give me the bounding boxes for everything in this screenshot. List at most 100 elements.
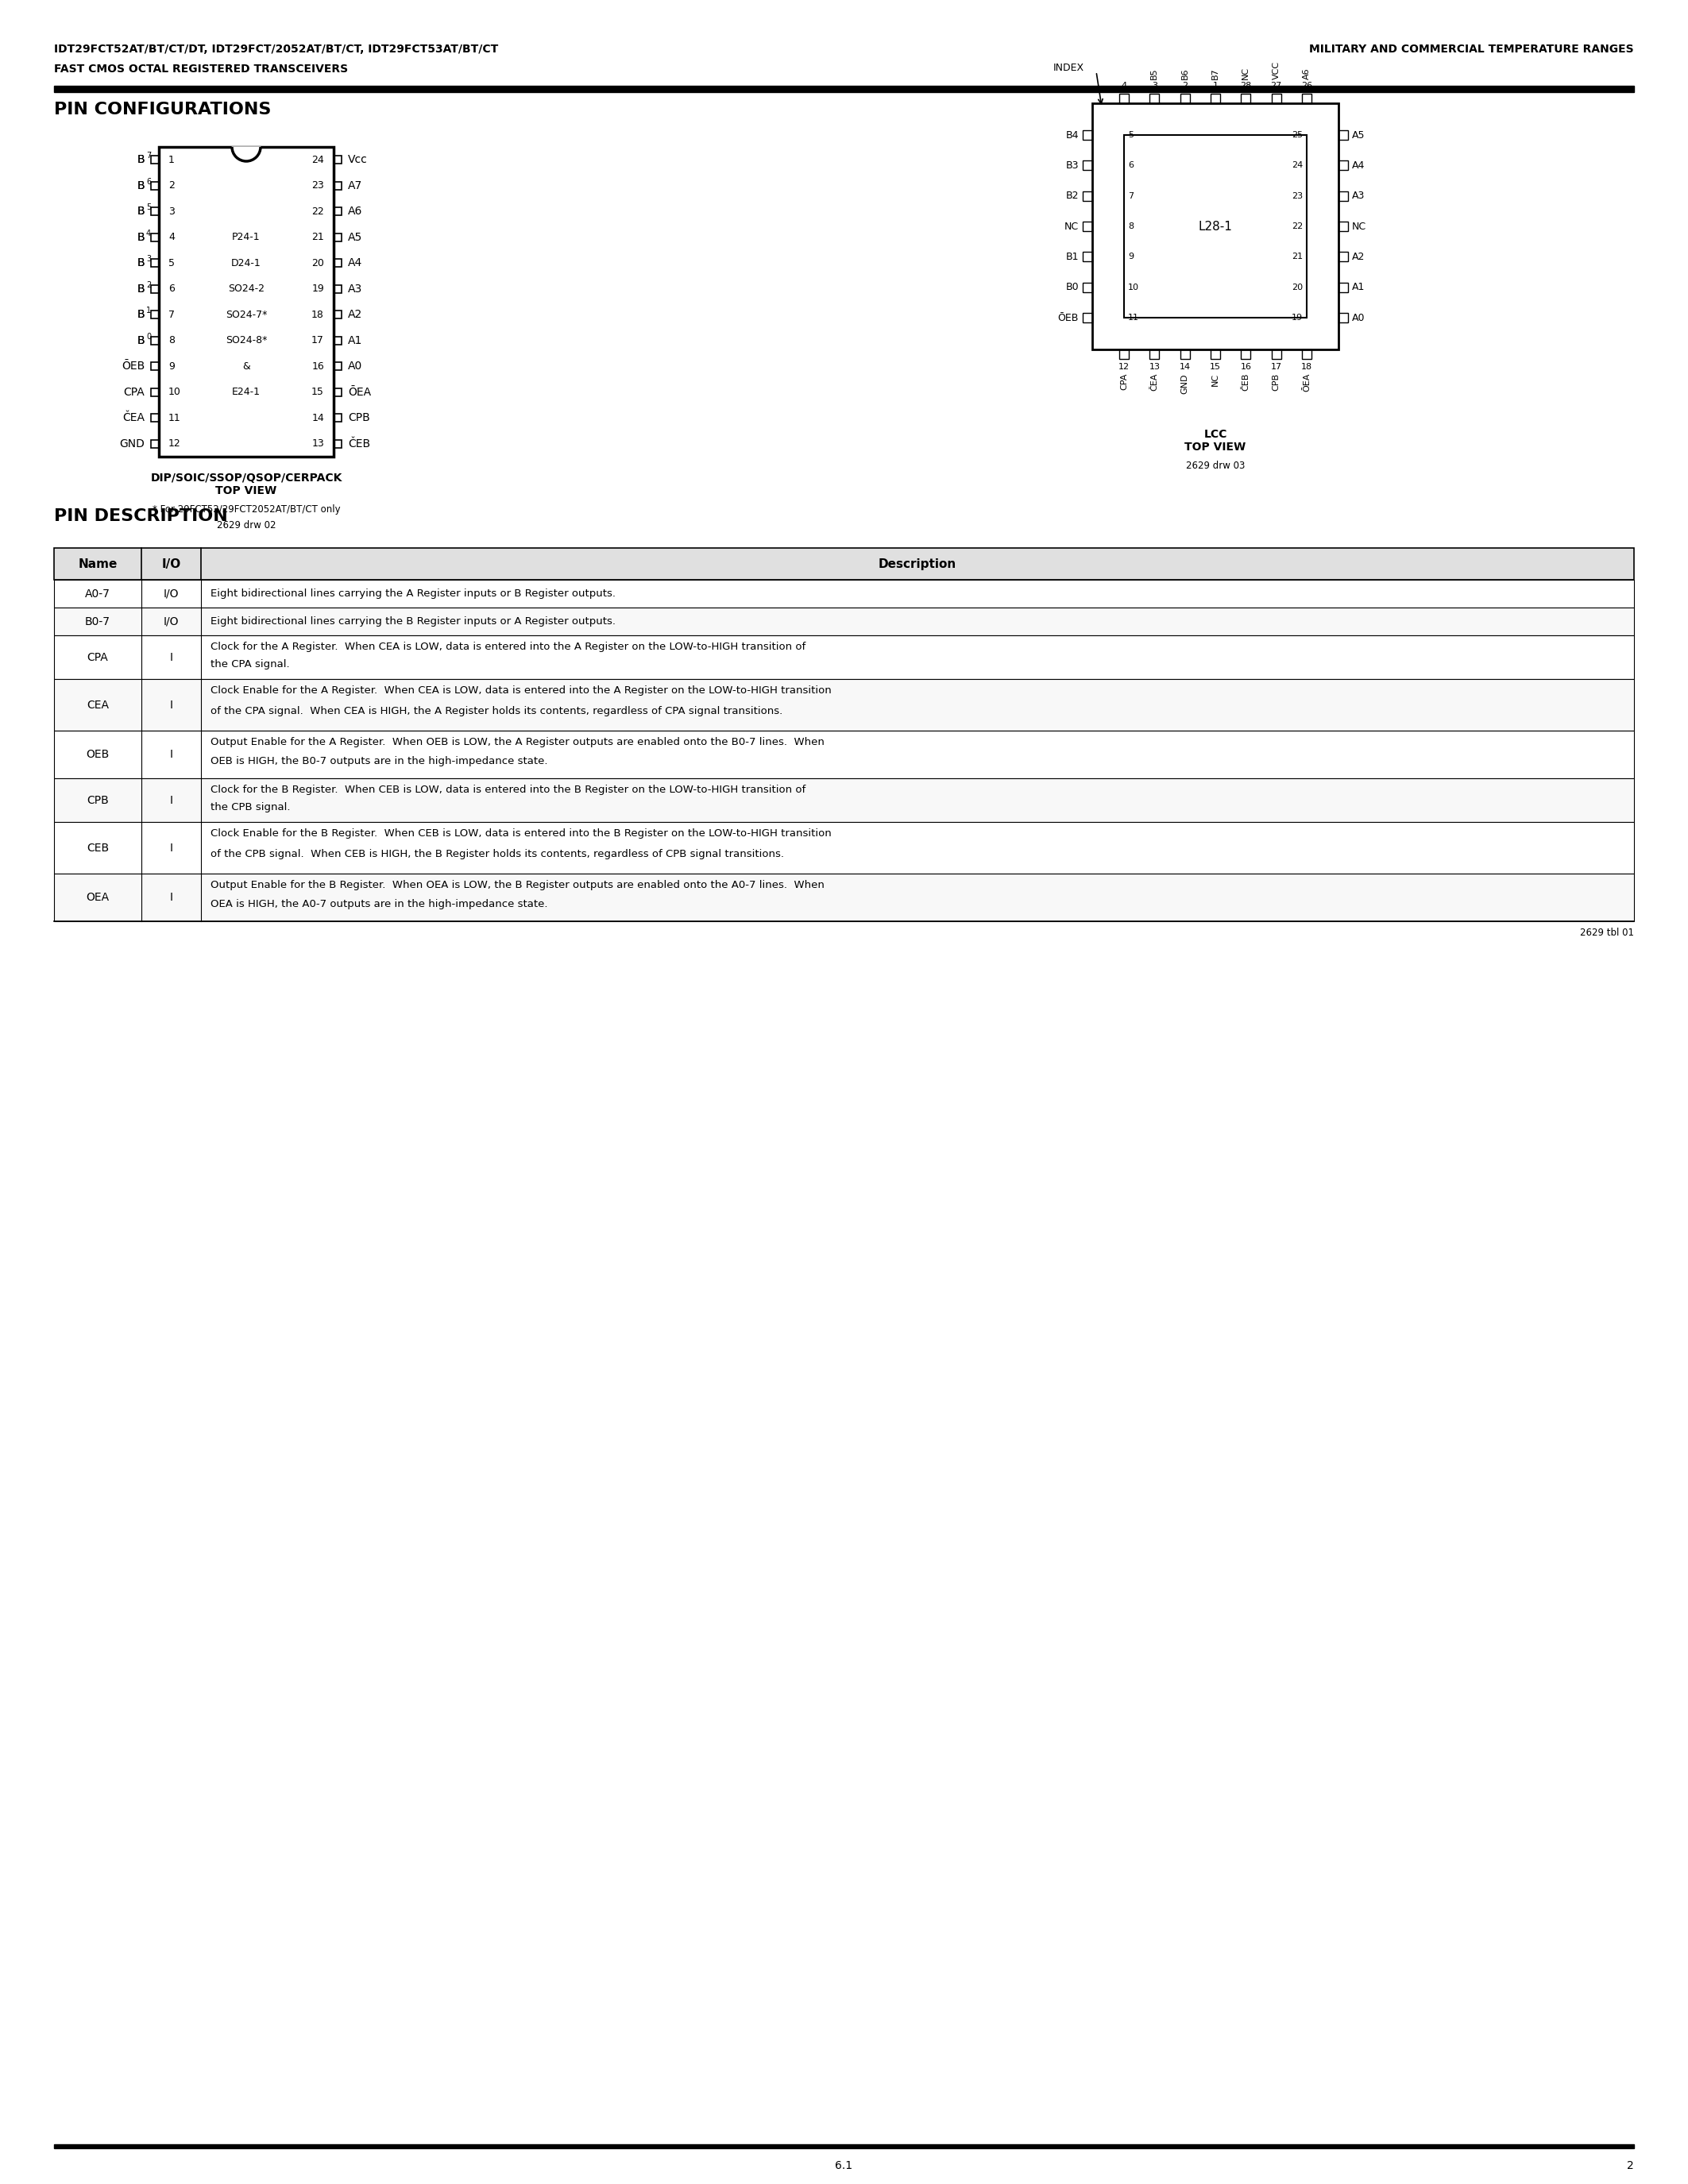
Bar [1301, 349, 1312, 358]
Bar [54, 821, 1634, 874]
Bar [54, 732, 1634, 778]
Text: 3: 3 [169, 205, 174, 216]
Bar [1082, 312, 1092, 323]
Text: B1: B1 [1065, 251, 1079, 262]
Text: B: B [137, 155, 145, 166]
Text: 16: 16 [312, 360, 324, 371]
Bar [1150, 349, 1160, 358]
Bar [54, 778, 1634, 821]
Wedge shape [231, 146, 260, 162]
Text: B: B [137, 334, 145, 345]
Text: Clock Enable for the A Register.  When CEA is LOW, data is entered into the A Re: Clock Enable for the A Register. When CE… [211, 686, 832, 697]
Text: 9: 9 [1128, 253, 1134, 260]
Text: 15: 15 [1210, 363, 1220, 371]
Text: VCC: VCC [1273, 61, 1280, 79]
Text: B6: B6 [1182, 68, 1188, 79]
Text: 6: 6 [1128, 162, 1134, 170]
Text: DIP/SOIC/SSOP/QSOP/CERPACK
TOP VIEW: DIP/SOIC/SSOP/QSOP/CERPACK TOP VIEW [150, 472, 343, 496]
Text: NC: NC [1065, 221, 1079, 232]
Bar [54, 607, 1634, 636]
Text: OEB is HIGH, the B0-7 outputs are in the high-impedance state.: OEB is HIGH, the B0-7 outputs are in the… [211, 756, 547, 767]
Text: B7: B7 [1212, 68, 1219, 79]
Bar [1339, 282, 1349, 293]
Text: INDEX: INDEX [1053, 63, 1084, 72]
Bar [334, 155, 341, 164]
Text: 9: 9 [169, 360, 174, 371]
Text: A3: A3 [348, 284, 363, 295]
Text: A3: A3 [1352, 190, 1366, 201]
Text: 4: 4 [147, 229, 150, 238]
Text: E24-1: E24-1 [231, 387, 260, 397]
Text: B: B [137, 310, 145, 321]
Text: Eight bidirectional lines carrying the A Register inputs or B Register outputs.: Eight bidirectional lines carrying the A… [211, 587, 616, 598]
Text: PIN CONFIGURATIONS: PIN CONFIGURATIONS [54, 103, 272, 118]
Text: CPA: CPA [123, 387, 145, 397]
Text: 4: 4 [1121, 81, 1128, 90]
Text: B: B [137, 232, 145, 242]
Bar [1082, 192, 1092, 201]
Text: 17: 17 [1271, 363, 1281, 371]
Bar [54, 874, 1634, 922]
Text: CPB: CPB [1273, 373, 1280, 391]
Bar [334, 336, 341, 345]
Bar [334, 234, 341, 240]
Text: of the CPA signal.  When CEA is HIGH, the A Register holds its contents, regardl: of the CPA signal. When CEA is HIGH, the… [211, 705, 783, 716]
Text: Clock for the A Register.  When CEA is LOW, data is entered into the A Register : Clock for the A Register. When CEA is LO… [211, 642, 805, 653]
Text: CPA: CPA [1121, 373, 1128, 391]
Bar [150, 310, 159, 319]
Text: I/O: I/O [164, 616, 179, 627]
Text: 25: 25 [1291, 131, 1303, 140]
Text: SO24-2: SO24-2 [228, 284, 265, 295]
Text: 20: 20 [1291, 284, 1303, 290]
Text: 6: 6 [169, 284, 174, 295]
Text: 1: 1 [169, 155, 174, 166]
Text: 8: 8 [1128, 223, 1134, 229]
Bar [150, 207, 159, 216]
Text: 0: 0 [147, 332, 150, 341]
Text: the CPA signal.: the CPA signal. [211, 660, 290, 670]
Text: A6: A6 [1303, 68, 1310, 79]
Bar [150, 415, 159, 422]
Text: IDT29FCT52AT/BT/CT/DT, IDT29FCT/2052AT/BT/CT, IDT29FCT53AT/BT/CT: IDT29FCT52AT/BT/CT/DT, IDT29FCT/2052AT/B… [54, 44, 498, 55]
Bar [1092, 103, 1339, 349]
Bar [150, 234, 159, 240]
Bar [1271, 349, 1281, 358]
Text: I/O: I/O [164, 587, 179, 598]
Text: 20: 20 [312, 258, 324, 269]
Text: B2: B2 [1065, 190, 1079, 201]
Text: &: & [243, 360, 250, 371]
Text: Output Enable for the A Register.  When OEB is LOW, the A Register outputs are e: Output Enable for the A Register. When O… [211, 736, 824, 747]
Text: ČEA: ČEA [1151, 373, 1158, 391]
Text: A5: A5 [1352, 129, 1366, 140]
Text: A0: A0 [1352, 312, 1366, 323]
Text: D24-1: D24-1 [231, 258, 262, 269]
Text: 7: 7 [1128, 192, 1134, 201]
Text: OEA: OEA [86, 891, 110, 902]
Bar [54, 2145, 1634, 2149]
Text: B: B [137, 205, 145, 216]
Text: 28: 28 [1241, 81, 1251, 90]
Text: ČEB: ČEB [1242, 373, 1249, 391]
Text: 10: 10 [169, 387, 181, 397]
Text: 16: 16 [1241, 363, 1251, 371]
Text: B: B [137, 258, 145, 269]
Text: 24: 24 [1291, 162, 1303, 170]
Text: Description: Description [878, 557, 957, 570]
Text: CPB: CPB [86, 795, 108, 806]
Text: I: I [169, 795, 172, 806]
Text: A1: A1 [1352, 282, 1366, 293]
Text: I: I [169, 891, 172, 902]
Text: 15: 15 [312, 387, 324, 397]
Bar [150, 389, 159, 395]
Bar [334, 389, 341, 395]
Text: 21: 21 [312, 232, 324, 242]
Bar [1180, 349, 1190, 358]
Bar [1119, 349, 1129, 358]
Bar [150, 181, 159, 190]
Text: B: B [137, 179, 145, 192]
Text: 17: 17 [312, 336, 324, 345]
Text: Eight bidirectional lines carrying the B Register inputs or A Register outputs.: Eight bidirectional lines carrying the B… [211, 616, 616, 627]
Text: CPA: CPA [88, 651, 108, 662]
Text: 13: 13 [1150, 363, 1160, 371]
Text: P24-1: P24-1 [233, 232, 260, 242]
